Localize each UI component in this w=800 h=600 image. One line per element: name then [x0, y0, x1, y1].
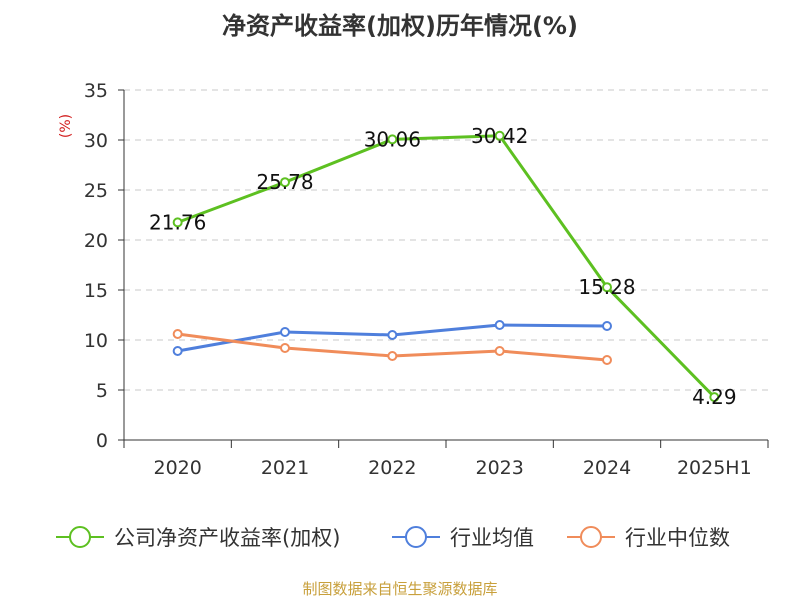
data-point — [494, 130, 505, 141]
legend-label: 行业中位数 — [625, 526, 730, 550]
data-point — [280, 327, 290, 337]
data-label: 30.06 — [364, 127, 421, 151]
data-point — [602, 321, 612, 331]
legend-swatch-marker — [69, 526, 91, 548]
data-point — [387, 134, 398, 145]
data-point — [494, 346, 505, 356]
data-point — [602, 355, 612, 365]
data-point — [172, 346, 183, 356]
data-point — [709, 392, 720, 403]
x-tick-label: 2020 — [153, 457, 201, 479]
data-label: 15.28 — [578, 275, 635, 299]
data-label: 21.76 — [149, 210, 206, 234]
legend-swatch-marker — [405, 526, 427, 548]
legend-label: 公司净资产收益率(加权) — [114, 526, 340, 550]
data-point — [172, 329, 183, 339]
data-point — [280, 177, 290, 188]
axes: 0 5 10 15 20 25 30 35 (%) 2020 2021 2022 2023 2024 202… — [58, 80, 769, 479]
x-tick-label: 2022 — [368, 457, 416, 479]
grid-lines — [124, 89, 768, 391]
y-axis-label: (%) — [58, 114, 74, 138]
legend-label: 行业均值 — [450, 526, 534, 550]
data-label: 4.29 — [692, 385, 737, 409]
y-tick-label: 25 — [84, 180, 108, 202]
y-tick-label: 15 — [84, 280, 108, 302]
y-tick-label: 35 — [84, 80, 108, 102]
data-point — [280, 343, 290, 353]
data-label: 30.42 — [471, 124, 528, 148]
data-point — [494, 320, 505, 330]
data-label: 25.78 — [256, 170, 313, 194]
series-line-0 — [177, 134, 716, 399]
x-tick-label: 2023 — [475, 457, 523, 479]
series-lines — [172, 130, 720, 403]
x-tick-label: 2025H1 — [677, 457, 752, 479]
y-tick-label: 5 — [96, 380, 108, 402]
data-point — [387, 351, 398, 361]
y-tick-label: 20 — [84, 230, 108, 252]
data-point — [172, 217, 183, 228]
legend: 公司净资产收益率(加权) 行业均值 行业中位数 — [56, 526, 730, 550]
data-labels: 21.76 25.78 30.06 30.42 15.28 4.29 — [149, 124, 737, 409]
x-tick-label: 2021 — [261, 457, 309, 479]
chart-title: 净资产收益率(加权)历年情况(%) — [222, 12, 578, 40]
y-tick-label: 10 — [84, 330, 108, 352]
data-point — [602, 282, 612, 293]
x-tick-label: 2024 — [583, 457, 631, 479]
data-point — [387, 330, 398, 340]
legend-swatch-marker — [580, 526, 602, 548]
y-tick-label: 30 — [84, 130, 108, 152]
source-note: 制图数据来自恒生聚源数据库 — [302, 580, 498, 598]
y-tick-label: 0 — [96, 430, 108, 452]
